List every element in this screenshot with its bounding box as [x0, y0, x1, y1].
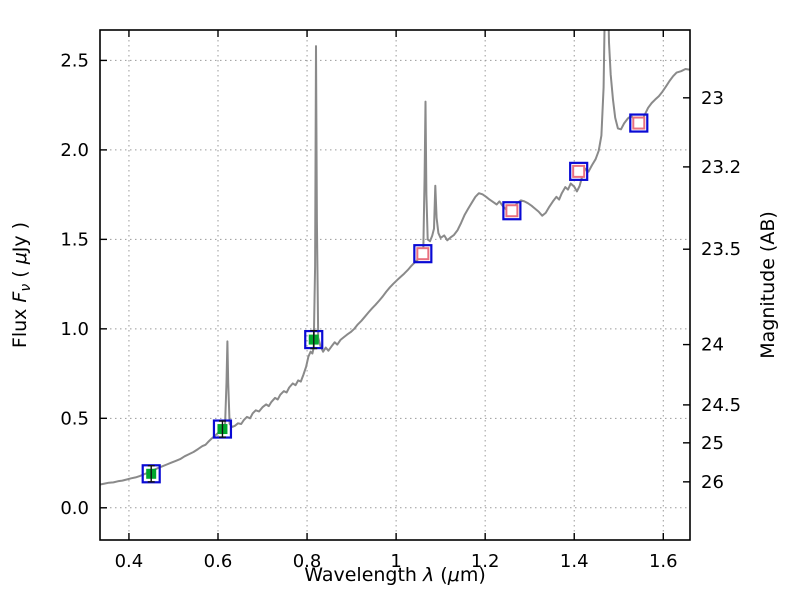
template-outer-square-marker	[413, 244, 433, 264]
tick-marks-and-labels: 0.4 0.6 0.8 1 1.2 1.4 1.6 0.0 0.5 1.0 1.5 2.0 2.5 23 2…	[60, 30, 741, 572]
y-tick-label-right: 23.5	[701, 239, 741, 260]
template-point-marker	[632, 116, 646, 130]
y-tick-label-left: 1.0	[60, 319, 89, 340]
y-tick-label-left: 2.5	[60, 50, 89, 71]
plot-area	[100, 30, 690, 486]
plot-border	[99, 29, 691, 541]
x-tick-label: 1.6	[649, 551, 678, 572]
y-tick-label-left: 0.0	[60, 498, 89, 519]
template-outer-square-marker	[629, 113, 649, 133]
y-axis-label-right: Magnitude (AB)	[757, 211, 779, 359]
y-tick-label-left: 1.5	[60, 229, 89, 250]
template-outer-square-marker	[502, 201, 522, 221]
x-tick-label: 0.6	[204, 551, 233, 572]
grid-lines	[100, 30, 690, 540]
y-tick-label-right: 25	[701, 433, 724, 454]
y-tick-label-right: 23.2	[701, 157, 741, 178]
x-tick-label: 1.4	[560, 551, 589, 572]
spectrum-line	[100, 30, 690, 486]
y-tick-label-left: 0.5	[60, 408, 89, 429]
y-tick-label-left: 2.0	[60, 140, 89, 161]
template-point-marker	[416, 247, 430, 261]
y-axis-label-left: Flux Fν ( μJy )	[9, 222, 34, 348]
x-tick-label: 1	[390, 551, 401, 572]
template-point-marker	[572, 164, 586, 178]
x-tick-label: 0.8	[293, 551, 322, 572]
template-outer-square-marker	[569, 161, 589, 181]
y-tick-label-right: 24.5	[701, 395, 741, 416]
x-axis-label: Wavelength λ (μm)	[304, 564, 485, 586]
x-tick-label: 0.4	[115, 551, 144, 572]
x-tick-label: 1.2	[471, 551, 500, 572]
template-point-marker	[505, 204, 519, 218]
y-tick-label-right: 23	[701, 88, 724, 109]
y-tick-label-right: 24	[701, 335, 724, 356]
y-tick-label-right: 26	[701, 472, 724, 493]
axes	[99, 29, 691, 541]
